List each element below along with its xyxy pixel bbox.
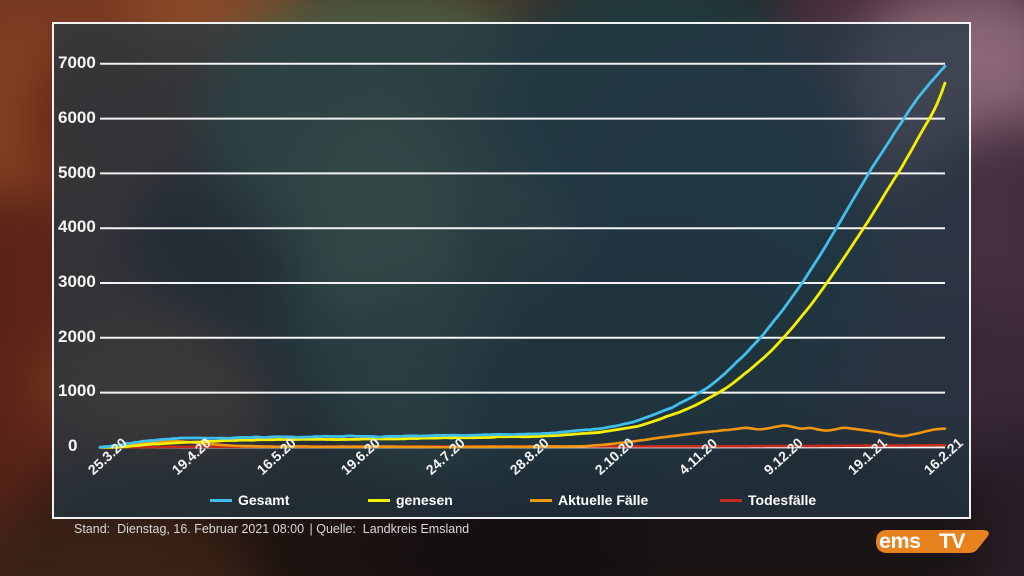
svg-text:ems: ems [879,529,921,553]
svg-text:TV: TV [939,529,966,553]
